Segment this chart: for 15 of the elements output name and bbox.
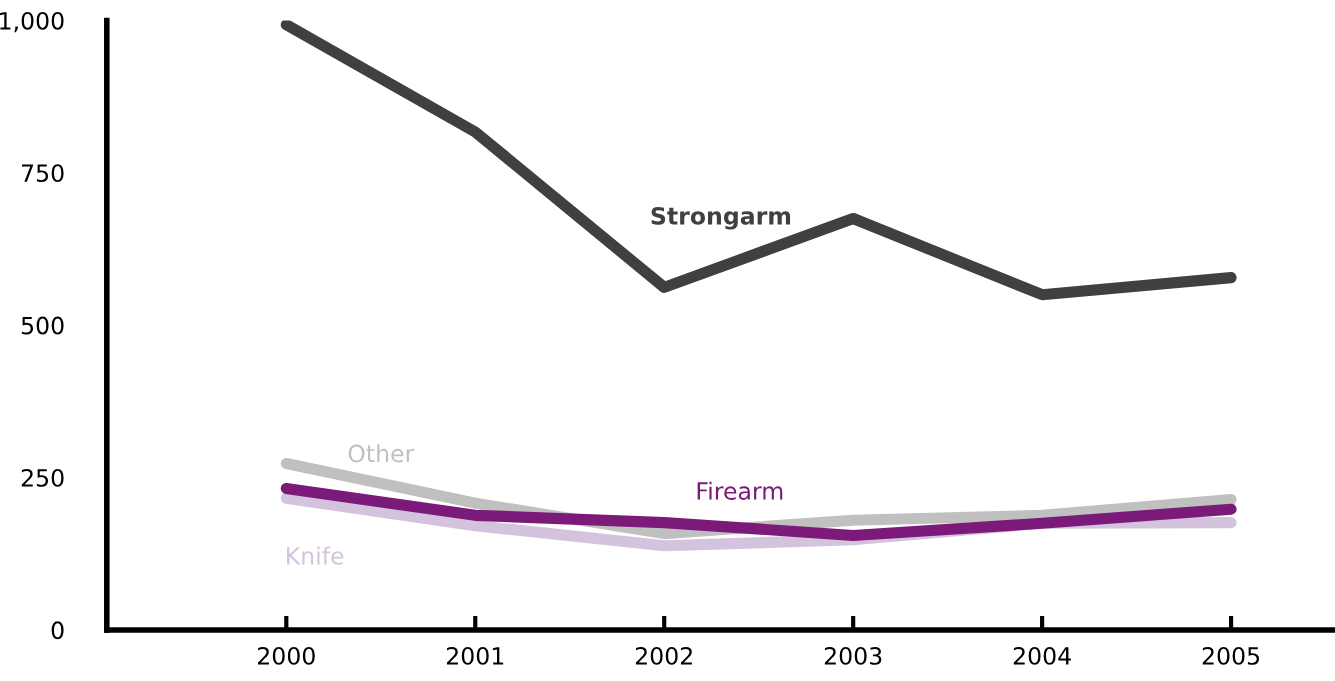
y-tick-label: 250 xyxy=(21,469,64,487)
x-tick-label: 2004 xyxy=(1013,647,1071,665)
series-label: Firearm xyxy=(697,481,783,500)
series-label: Other xyxy=(348,444,415,463)
x-tick-label: 2000 xyxy=(257,647,315,665)
y-tick-label: 500 xyxy=(21,316,64,335)
x-tick-label: 2001 xyxy=(446,647,504,665)
x-tick-label: 2002 xyxy=(635,647,692,665)
series-label: Knife xyxy=(287,546,344,565)
x-tick-label: 2005 xyxy=(1202,647,1260,665)
y-tick-label: 1,000 xyxy=(0,11,64,33)
x-tick-label: 2003 xyxy=(824,647,882,665)
y-tick-label: 0 xyxy=(51,621,64,640)
y-tick-label: 750 xyxy=(22,164,64,183)
series-label: Strongarm xyxy=(651,206,791,230)
